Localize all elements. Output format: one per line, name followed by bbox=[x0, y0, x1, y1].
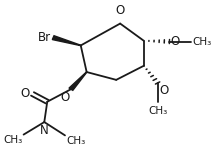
Text: O: O bbox=[170, 35, 180, 48]
Text: O: O bbox=[160, 84, 169, 97]
Text: O: O bbox=[115, 4, 125, 17]
Text: CH₃: CH₃ bbox=[192, 37, 211, 47]
Text: CH₃: CH₃ bbox=[66, 136, 85, 146]
Text: CH₃: CH₃ bbox=[3, 135, 23, 145]
Polygon shape bbox=[52, 36, 81, 46]
Text: O: O bbox=[20, 87, 29, 100]
Text: CH₃: CH₃ bbox=[148, 106, 167, 116]
Text: N: N bbox=[40, 124, 49, 137]
Text: Br: Br bbox=[38, 31, 51, 44]
Text: O: O bbox=[61, 91, 70, 104]
Polygon shape bbox=[69, 72, 87, 90]
